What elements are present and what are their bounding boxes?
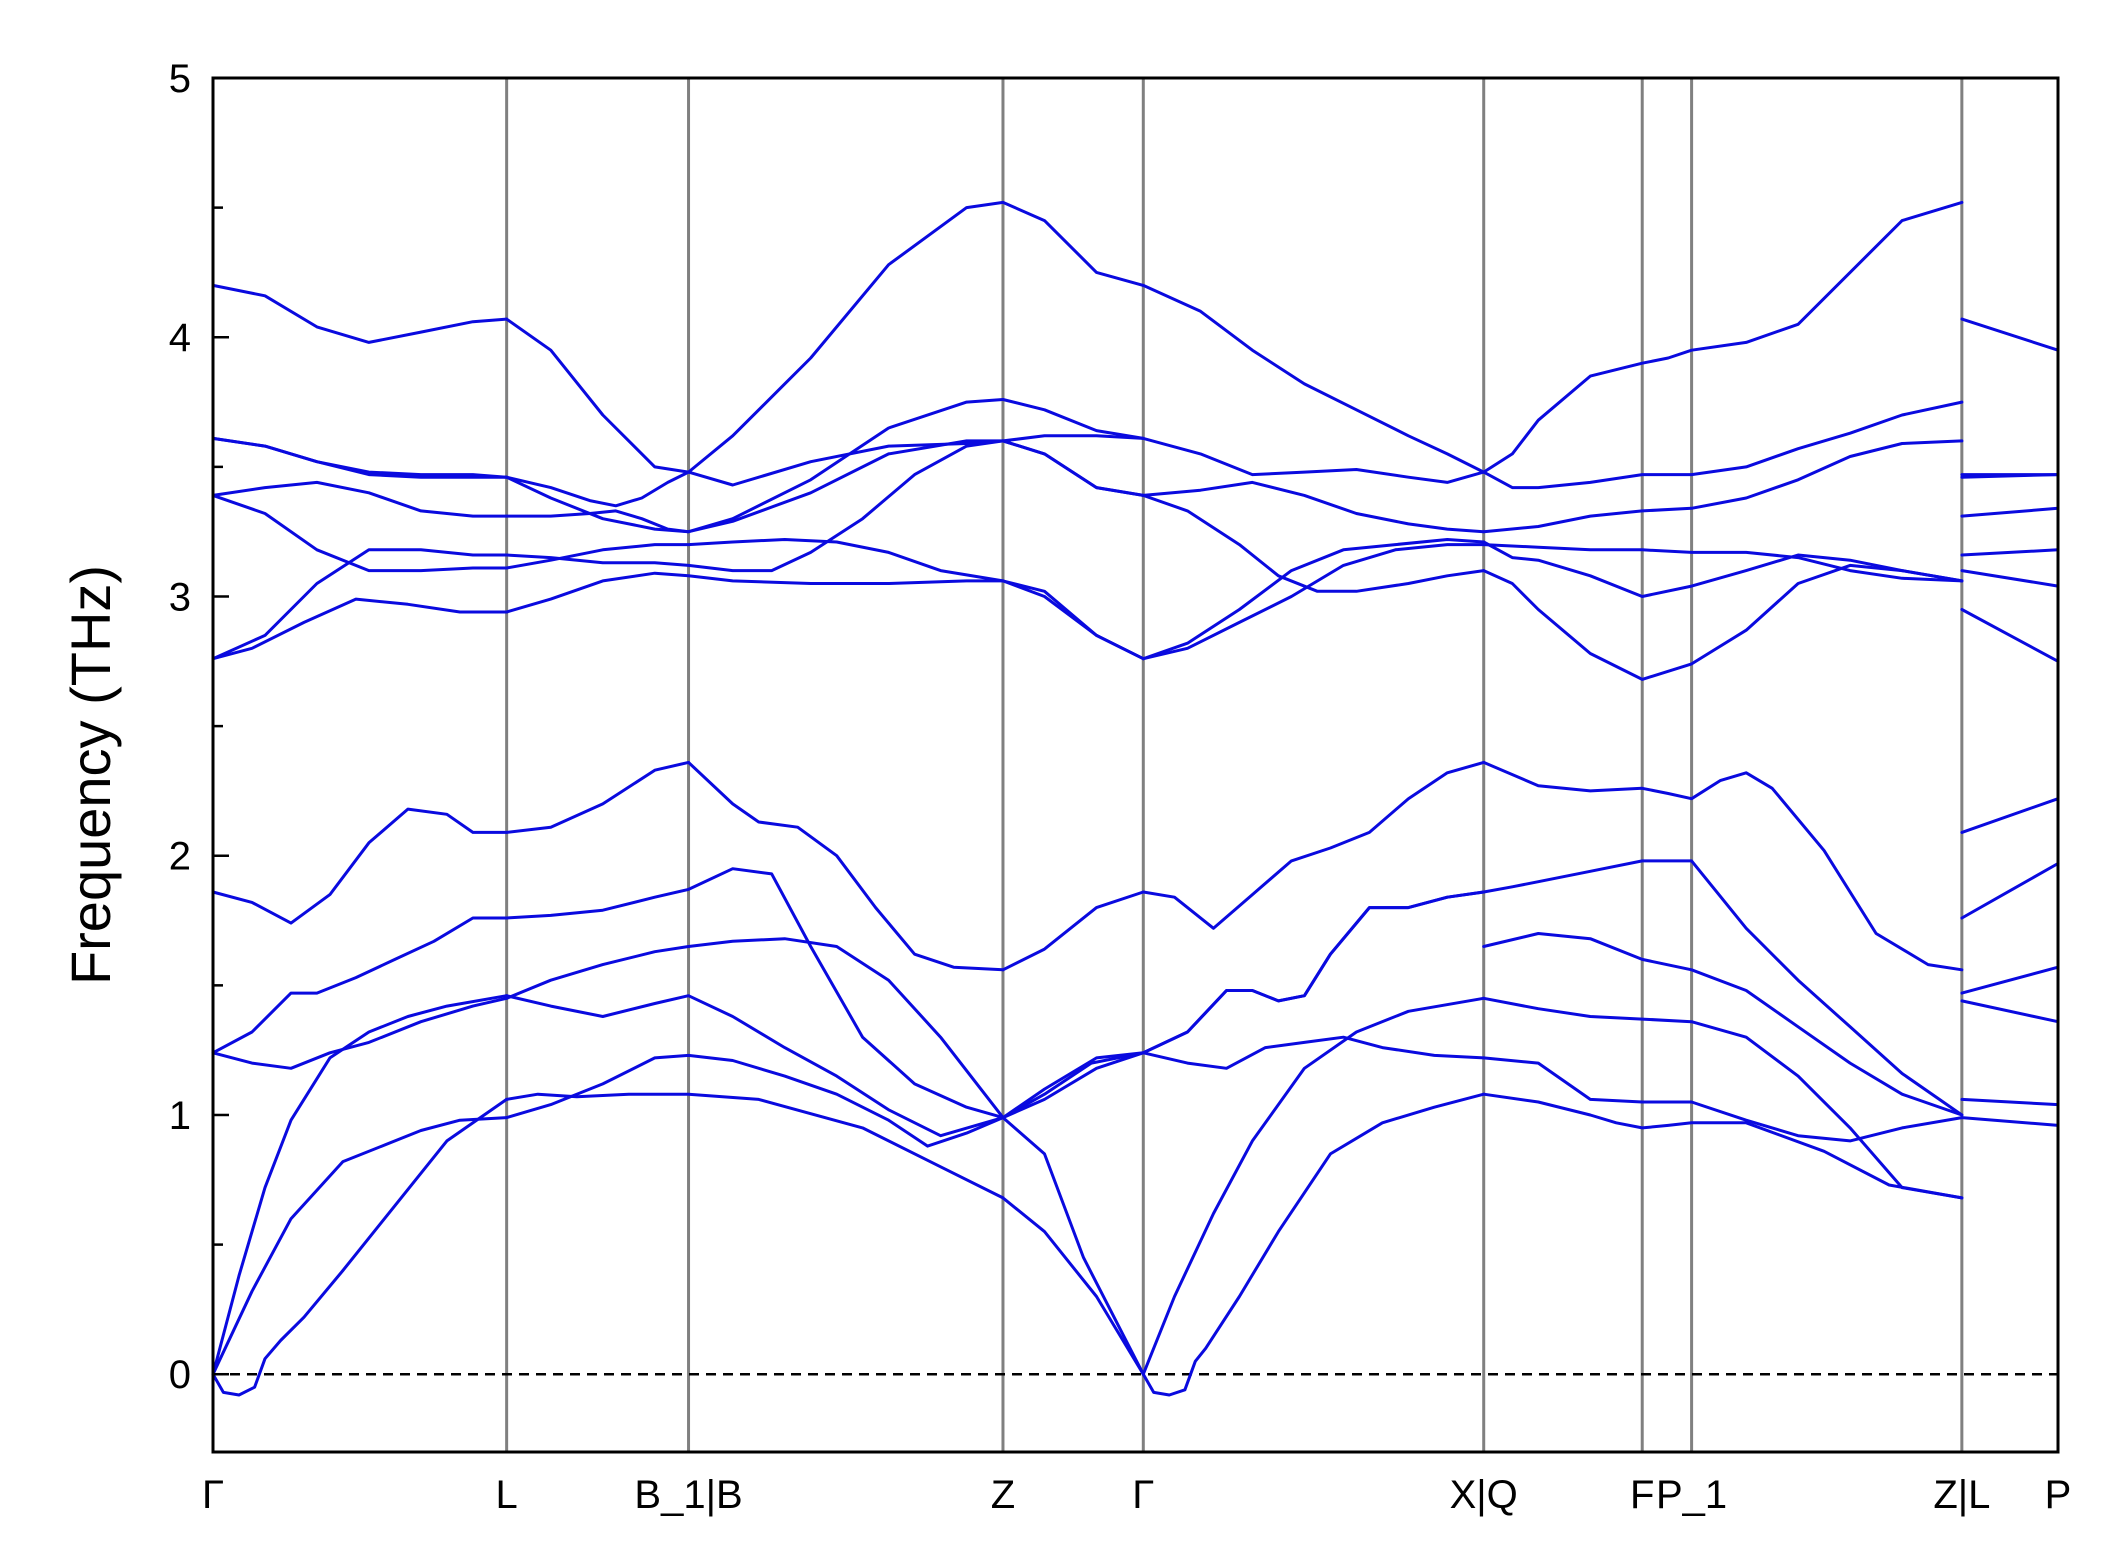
band-segment-47	[1960, 569, 2060, 588]
band-segment-66	[211, 283, 509, 344]
band-segment-59	[1960, 506, 2060, 518]
band-segment-52	[1482, 540, 1964, 598]
x-tick-label: B_1|B	[634, 1473, 742, 1517]
band-segment-64	[1482, 400, 1964, 490]
band-segment-5	[1960, 1116, 2060, 1127]
band-segment-8	[1001, 1116, 1145, 1376]
band-segment-22	[1482, 859, 1964, 1117]
band-segment-30	[211, 807, 509, 925]
band-segment-44	[1001, 439, 1145, 497]
band-segment-31	[505, 760, 1005, 972]
band-segment-62	[1001, 434, 1145, 443]
band-segment-34	[1482, 760, 1964, 972]
band-segment-72	[211, 436, 509, 479]
band-segment-15	[1141, 1035, 1486, 1070]
x-tick-label: X|Q	[1450, 1473, 1518, 1517]
band-segment-55	[505, 439, 1005, 534]
band-segment-41	[1960, 608, 2060, 663]
band-segment-6	[211, 1116, 509, 1376]
band-segment-16	[1482, 1056, 1964, 1143]
band-segment-1	[505, 1092, 1005, 1200]
x-tick-label: P	[2045, 1473, 2072, 1517]
band-segment-7	[505, 1053, 1005, 1148]
band-segment-51	[1141, 538, 1486, 661]
band-segment-45	[1141, 493, 1486, 593]
plot-area: 0 1 2 3 4 5 Γ L B_1|B Z Γ X|Q F P_1 Z|L P Frequency (THz…	[59, 57, 2071, 1517]
y-tick-label: 2	[169, 835, 191, 879]
x-tick-label: Z	[991, 1473, 1015, 1517]
band-segment-69	[1141, 283, 1486, 474]
band-segment-9	[1141, 996, 1486, 1376]
band-segment-26	[1001, 1051, 1145, 1120]
band-segment-10	[1482, 996, 1964, 1200]
band-segment-11	[1960, 1097, 2060, 1107]
y-tick-label: 0	[169, 1353, 191, 1397]
band-segment-42	[211, 548, 509, 661]
y-tick-label: 5	[169, 57, 191, 101]
band-segment-28	[1482, 932, 1964, 1117]
band-segment-29	[1960, 862, 2060, 920]
band-segment-36	[211, 597, 509, 661]
band-segment-33	[1141, 760, 1486, 930]
band-segment-20	[1001, 1051, 1145, 1120]
x-tick-label: Z|L	[1933, 1473, 1990, 1517]
band-segment-46	[1482, 563, 1964, 681]
band-segment-2	[1001, 1196, 1145, 1376]
band-segment-35	[1960, 797, 2060, 834]
band-segment-61	[505, 439, 1005, 508]
band-segment-0	[211, 1097, 509, 1397]
band-segment-67	[505, 200, 1005, 474]
band-segment-14	[1001, 1051, 1145, 1120]
band-segment-57	[1141, 480, 1486, 534]
band-segment-48	[211, 493, 509, 573]
band-segment-3	[1141, 1092, 1486, 1397]
x-tick-label: F	[1630, 1473, 1654, 1517]
band-segment-58	[1482, 439, 1964, 534]
band-segment-21	[1141, 890, 1486, 1055]
band-segment-13	[505, 994, 1005, 1138]
band-segment-54	[211, 480, 509, 518]
band-segment-49	[505, 538, 1005, 583]
x-tick-label: Γ	[202, 1473, 224, 1517]
plot-frame	[211, 76, 2060, 1454]
y-tick-label: 4	[169, 316, 191, 360]
band-segment-24	[211, 916, 509, 1055]
band-segment-63	[1141, 436, 1486, 484]
band-segment-18	[211, 996, 509, 1070]
band-segment-50	[1001, 579, 1145, 661]
band-segment-53	[1960, 548, 2060, 557]
band-segment-32	[1001, 890, 1145, 972]
band-segment-25	[505, 867, 1005, 1120]
band-segment-74	[1001, 398, 1145, 440]
band-segment-4	[1482, 1092, 1964, 1200]
band-segment-43	[505, 439, 1005, 573]
y-axis-label: Frequency (THz)	[59, 565, 122, 985]
band-segment-19	[505, 937, 1005, 1120]
band-segment-71	[1960, 317, 2060, 352]
x-tick-label: P_1	[1656, 1473, 1727, 1517]
band-segment-39	[1141, 543, 1486, 661]
y-tick-label: 3	[169, 575, 191, 619]
band-segment-37	[505, 571, 1005, 614]
band-segment-56	[1001, 439, 1145, 497]
x-tick-label: Γ	[1132, 1473, 1154, 1517]
band-segment-68	[1001, 200, 1145, 287]
band-segment-17	[1960, 999, 2060, 1024]
y-tick-label: 1	[169, 1094, 191, 1138]
band-segment-73	[505, 398, 1005, 534]
band-segment-23	[1960, 965, 2060, 995]
band-segment-27	[1141, 890, 1486, 1055]
band-segment-70	[1482, 200, 1964, 474]
band-segment-12	[211, 994, 509, 1376]
band-segment-40	[1482, 543, 1964, 583]
x-tick-label: L	[496, 1473, 518, 1517]
